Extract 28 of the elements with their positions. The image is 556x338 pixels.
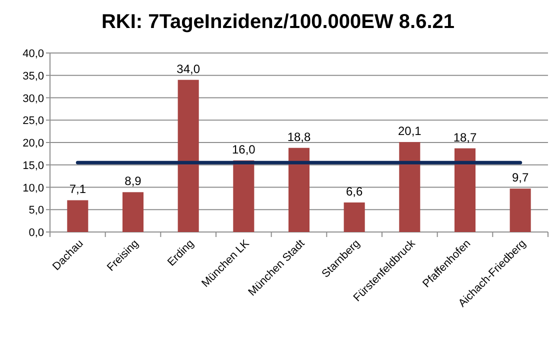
data-label: 9,7 bbox=[512, 170, 529, 185]
bar bbox=[178, 80, 199, 232]
bar bbox=[344, 202, 365, 232]
bar bbox=[510, 188, 531, 232]
data-label: 34,0 bbox=[176, 62, 200, 76]
y-tick-label: 40,0 bbox=[22, 48, 44, 60]
chart-title: RKI: 7TageInzidenz/100.000EW 8.6.21 bbox=[101, 11, 455, 33]
y-tick-label: 0,0 bbox=[28, 227, 44, 239]
data-label: 8,9 bbox=[124, 174, 142, 188]
y-tick-label: 10,0 bbox=[22, 182, 44, 194]
bar bbox=[67, 200, 88, 232]
data-label: 16,0 bbox=[232, 142, 256, 156]
y-tick-label: 5,0 bbox=[28, 204, 44, 217]
data-label: 20,1 bbox=[398, 124, 422, 138]
data-label: 18,8 bbox=[287, 130, 311, 144]
data-label: 18,7 bbox=[453, 130, 477, 144]
bar bbox=[233, 160, 254, 232]
data-label: 6,6 bbox=[346, 184, 363, 198]
bar bbox=[399, 142, 420, 232]
data-label: 7,1 bbox=[69, 182, 86, 196]
y-tick-label: 30,0 bbox=[22, 92, 44, 105]
y-tick-label: 15,0 bbox=[22, 160, 44, 172]
y-tick-label: 35,0 bbox=[22, 70, 44, 82]
y-tick-label: 20,0 bbox=[22, 138, 44, 150]
bar bbox=[454, 148, 476, 232]
y-tick-label: 25,0 bbox=[22, 115, 44, 128]
bar bbox=[122, 192, 144, 232]
bar bbox=[288, 148, 310, 232]
